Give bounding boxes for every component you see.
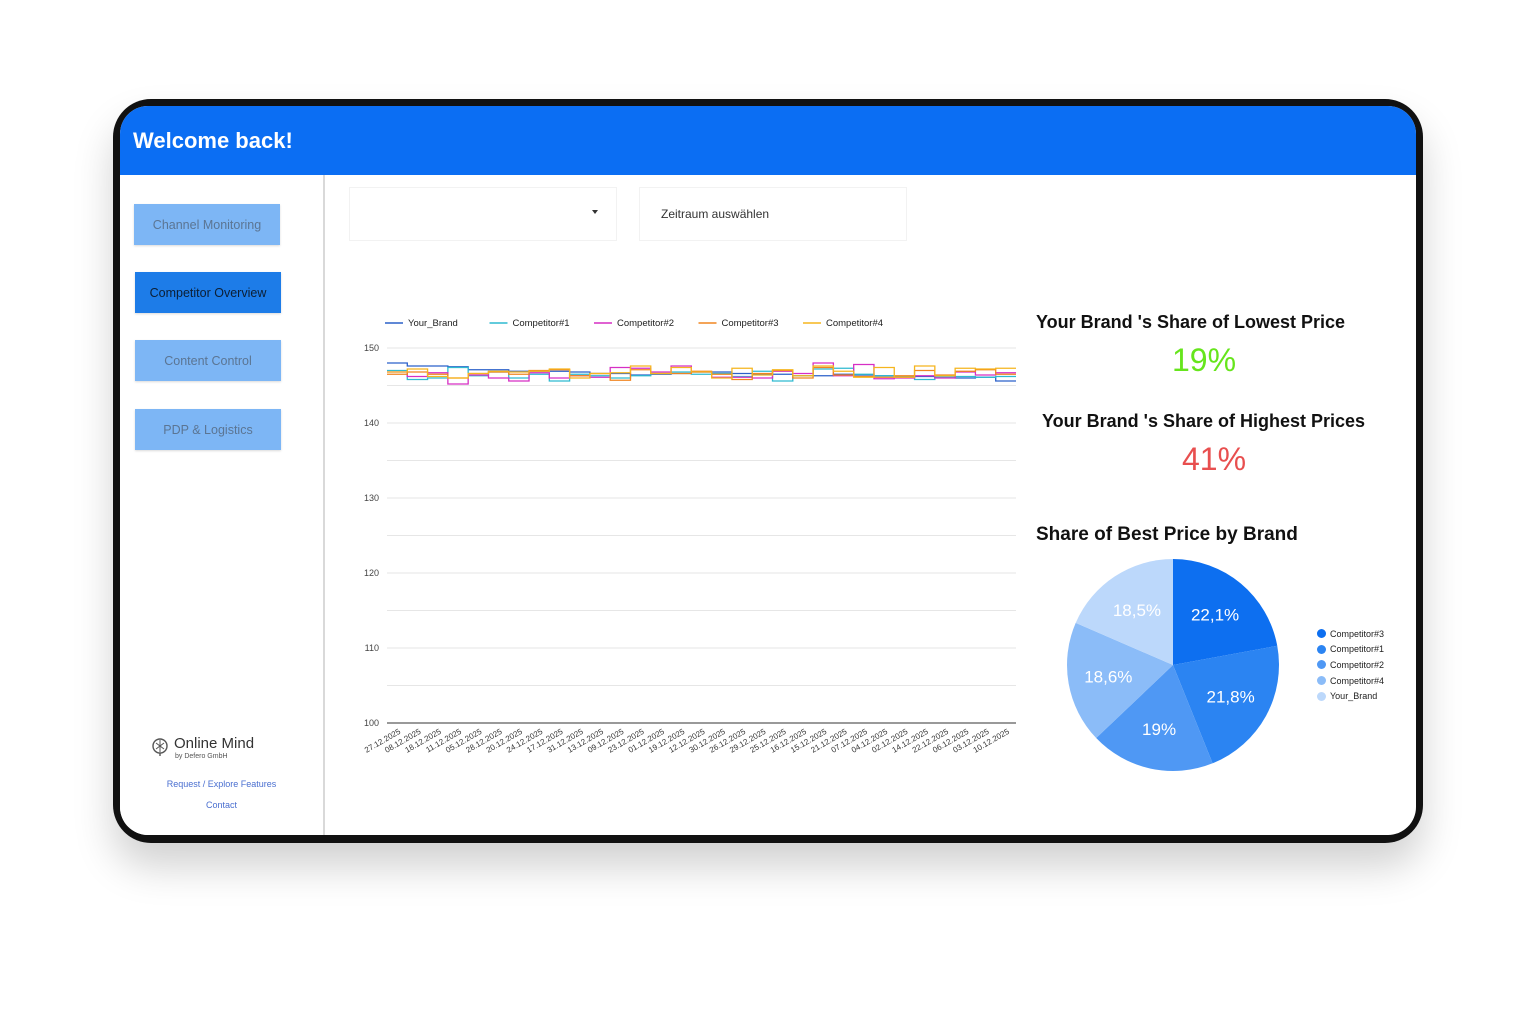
legend-item: Competitor#2 — [1317, 657, 1384, 673]
nav-competitor-overview[interactable]: Competitor Overview — [135, 272, 281, 313]
pie-slice-label: 18,6% — [1084, 668, 1132, 687]
legend-dot — [1317, 644, 1326, 654]
company-logo: Online Mind by Defero GmbH — [150, 735, 290, 765]
pie-slice-competitor-1 — [1173, 645, 1279, 764]
pie-slice-label: 21,8% — [1206, 688, 1254, 707]
brand-dropdown[interactable] — [349, 187, 617, 241]
pie-slice-your-brand — [1075, 559, 1173, 665]
y-tick-label: 140 — [364, 418, 379, 428]
legend-dot — [1317, 629, 1326, 639]
series-line-your-brand — [387, 362, 1016, 382]
logo-name: Online Mind — [174, 735, 255, 752]
price-line-chart: 10011012013014015027.12.202508.12.202518… — [363, 318, 1016, 755]
legend-item: Competitor#3 — [1317, 626, 1384, 642]
nav-pdp-logistics[interactable]: PDP & Logistics — [135, 409, 281, 450]
contact-link[interactable]: Contact — [205, 800, 238, 810]
nav-channel-monitoring[interactable]: Channel Monitoring — [134, 204, 280, 245]
legend-label: Competitor#1 — [513, 318, 570, 329]
pie-slice-competitor-3 — [1173, 559, 1278, 665]
chevron-down-icon — [592, 210, 598, 214]
legend-label: Competitor#1 — [1330, 644, 1385, 655]
legend-label: Your_Brand — [408, 318, 458, 329]
kpi-highest-title: Your Brand 's Share of Highest Prices — [1042, 411, 1366, 431]
legend-label: Competitor#4 — [826, 318, 883, 329]
pie-legend: Competitor#3 Competitor#1 Competitor#2 Comp… — [1317, 626, 1384, 704]
best-price-pie-chart: 22,1% 21,8% 19% 18,6% 18,5% — [1067, 559, 1279, 771]
pie-slice-label: 22,1% — [1191, 605, 1239, 624]
legend-item: Your_Brand — [1317, 688, 1384, 704]
pie-slice-label: 18,5% — [1113, 601, 1161, 620]
dashboard-screen: Welcome back! Channel Monitoring Competi… — [120, 106, 1416, 835]
nav-content-control[interactable]: Content Control — [135, 340, 281, 381]
y-tick-label: 100 — [364, 718, 379, 728]
request-features-link[interactable]: Request / Explore Features — [166, 779, 277, 789]
kpi-lowest-title: Your Brand 's Share of Lowest Price — [1036, 312, 1346, 332]
legend-dot — [1317, 691, 1326, 701]
kpi-highest-value: 41% — [1182, 441, 1247, 477]
y-tick-label: 130 — [364, 493, 379, 503]
y-tick-label: 150 — [364, 343, 379, 353]
pie-slice-competitor-2 — [1096, 665, 1213, 771]
legend-dot — [1317, 660, 1326, 670]
page-title: Welcome back! — [133, 128, 293, 153]
device-frame: Welcome back! Channel Monitoring Competi… — [113, 99, 1423, 843]
sidebar: Channel Monitoring Competitor Overview C… — [120, 175, 325, 835]
legend-item: Competitor#1 — [1317, 642, 1384, 658]
legend-label: Your_Brand — [1330, 691, 1378, 702]
main-content: Zeitraum auswählen 100 110 120 130 140 150 27.… — [325, 175, 1416, 835]
pie-slice-competitor-4 — [1067, 622, 1173, 739]
logo-subtitle: by Defero GmbH — [175, 753, 228, 760]
legend-label: Competitor#2 — [1330, 659, 1385, 670]
date-range-picker[interactable]: Zeitraum auswählen — [639, 187, 907, 241]
y-tick-label: 110 — [365, 643, 379, 653]
header-bar: Welcome back! — [120, 106, 1416, 175]
y-tick-label: 120 — [364, 568, 379, 578]
legend-label: Competitor#4 — [1330, 675, 1385, 686]
pie-chart-title: Share of Best Price by Brand — [1036, 524, 1298, 545]
kpi-lowest-value: 19% — [1172, 342, 1237, 378]
pie-slice-label: 19% — [1142, 720, 1176, 739]
series-line-competitor-4 — [387, 365, 1016, 379]
legend-item: Competitor#4 — [1317, 673, 1384, 689]
legend-dot — [1317, 676, 1326, 686]
date-range-placeholder: Zeitraum auswählen — [661, 207, 770, 221]
legend-label: Competitor#3 — [722, 318, 779, 329]
brain-icon — [152, 738, 168, 756]
legend-label: Competitor#3 — [1330, 628, 1385, 639]
legend-label: Competitor#2 — [617, 318, 674, 329]
